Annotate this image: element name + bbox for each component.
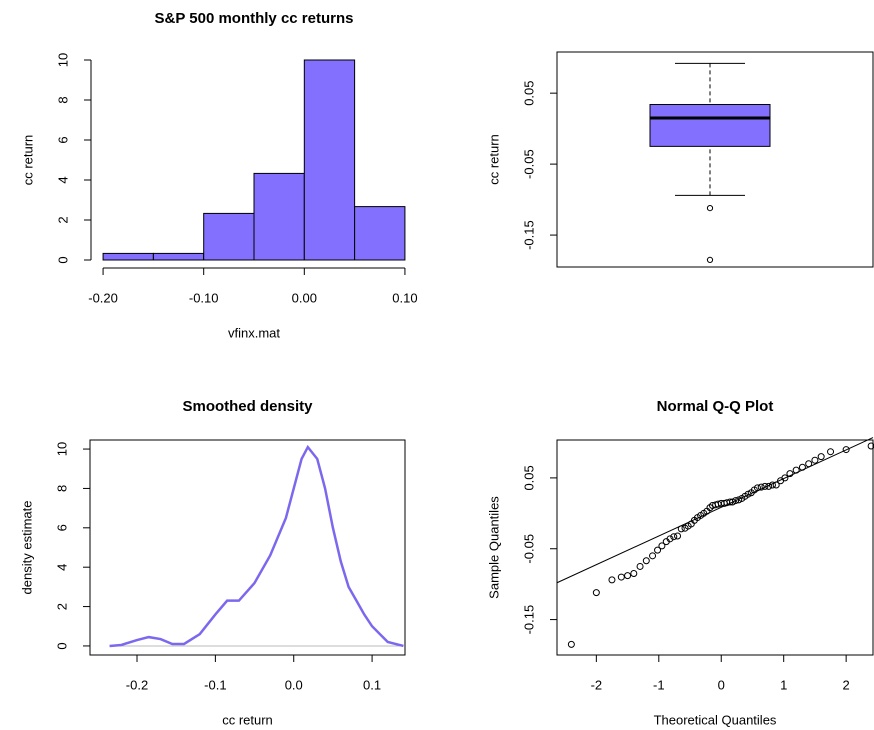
y-tick-label: 10 [55,53,70,67]
qq-point [768,481,776,489]
qq-point [842,446,850,454]
qq-point [753,484,761,492]
qq-point [617,573,625,581]
y-tick-label: 8 [55,96,70,103]
x-tick-label: 0.1 [363,677,381,692]
qq-point [772,481,780,489]
y-tick-label: 6 [55,136,70,143]
qq-line [556,437,874,584]
chart-title: Smoothed density [182,398,313,415]
y-tick-label: 10 [54,442,69,456]
y-tick-label: 0 [54,642,69,649]
density-line [109,444,404,648]
qq-point [658,542,666,550]
qq-point [867,442,874,450]
x-tick-label: 0.0 [285,677,303,692]
y-axis-label: cc return [20,135,35,186]
y-tick-label: 2 [55,216,70,223]
y-tick-label: -0.15 [521,220,536,250]
qq-point [630,570,638,578]
y-tick-label: 8 [54,485,69,492]
x-axis-label: Theoretical Quantiles [654,712,777,727]
qq-point [805,460,813,468]
y-axis-label: density estimate [19,501,34,595]
qq-point [728,498,736,506]
qq-point [735,496,743,504]
plot-frame [89,439,406,656]
box [649,104,771,147]
outlier [706,256,714,264]
x-tick-label: -0.1 [204,677,226,692]
qq-point [817,453,825,461]
histogram-bar [303,59,356,261]
qq-point [757,483,765,491]
qq-point [798,463,806,471]
qq-point [624,572,632,580]
x-tick-label: -0.10 [189,290,219,305]
qq-point [781,474,789,482]
histogram-bar [253,172,305,261]
qq-point [592,589,600,597]
qq-point [792,466,800,474]
qq-point [649,552,657,560]
x-tick-label: -2 [591,677,603,692]
qq-point [666,535,674,543]
y-tick-label: -0.05 [521,149,536,179]
x-tick-label: 0.00 [292,290,317,305]
qq-point [642,557,650,565]
y-tick-label: 4 [55,176,70,183]
y-tick-label: 0.05 [521,80,536,105]
outlier [706,205,714,212]
x-tick-label: -0.2 [126,677,148,692]
qq-point [786,470,794,478]
qq-point [765,482,773,490]
qq-point [674,532,682,540]
qq-point [732,497,740,505]
histogram-bar [152,252,205,261]
y-axis-label: cc return [486,134,501,185]
qq-point [827,448,835,456]
x-axis-label: cc return [222,712,273,727]
x-tick-label: 0 [718,677,725,692]
y-tick-label: -0.15 [521,605,536,635]
qq-point [811,456,819,464]
x-tick-label: 1 [780,677,787,692]
x-tick-label: 0.10 [392,290,417,305]
chart-title: S&P 500 monthly cc returns [155,10,354,27]
qq-point [670,533,678,541]
qq-point [654,546,662,554]
qq-point [608,576,616,584]
qq-point [677,525,685,533]
y-tick-label: 0 [55,256,70,263]
x-tick-label: -1 [653,677,665,692]
x-axis-label: vfinx.mat [228,325,280,340]
histogram-bar [354,206,406,261]
y-tick-label: 4 [54,564,69,571]
x-tick-label: -0.20 [88,290,118,305]
y-tick-label: 2 [54,603,69,610]
qq-point [761,482,769,490]
chart-title: Normal Q-Q Plot [657,398,774,415]
plot-frame [556,439,874,656]
histogram-bar [203,212,255,261]
plot-frame [556,51,874,268]
histogram-bar [102,252,154,261]
y-tick-label: 0.05 [521,465,536,490]
qq-point [636,562,644,570]
y-tick-label: 6 [54,524,69,531]
qq-point [744,490,752,498]
qq-point [567,640,575,648]
y-tick-label: -0.05 [521,534,536,564]
x-tick-label: 2 [843,677,850,692]
y-axis-label: Sample Quantiles [486,496,501,599]
